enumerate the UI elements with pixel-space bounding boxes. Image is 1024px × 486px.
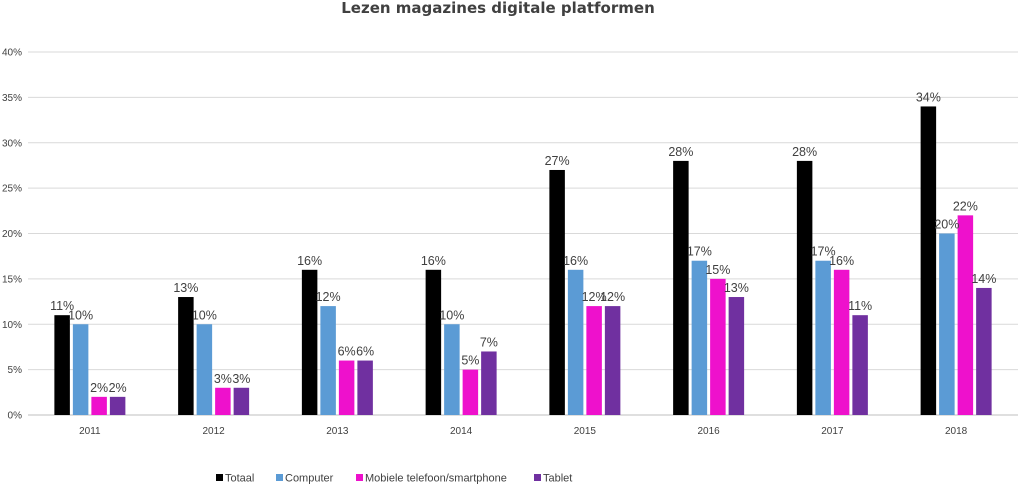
bar-2016-totaal xyxy=(673,160,689,415)
bar-2017-tablet xyxy=(852,315,868,415)
y-tick-label: 15% xyxy=(2,274,22,285)
data-label: 27% xyxy=(545,154,570,168)
data-label: 13% xyxy=(724,281,749,295)
data-label: 17% xyxy=(687,245,712,259)
legend-swatch xyxy=(276,474,283,481)
bar-2013-tablet xyxy=(357,360,373,415)
data-label: 11% xyxy=(50,299,74,313)
bar-2015-mobiele-telefoon-smartphone xyxy=(586,306,602,415)
x-tick-label: 2011 xyxy=(79,426,101,437)
bar-2017-totaal xyxy=(796,160,813,415)
data-label: 28% xyxy=(668,145,693,159)
legend-label: Mobiele telefoon/smartphone xyxy=(365,473,507,485)
bar-2016-computer xyxy=(691,260,708,415)
data-label: 6% xyxy=(338,345,356,359)
bar-2013-mobiele-telefoon-smartphone xyxy=(338,360,355,415)
data-label: 15% xyxy=(705,263,730,277)
data-label: 6% xyxy=(356,345,374,359)
bar-2011-tablet xyxy=(109,396,126,415)
data-label: 28% xyxy=(792,145,817,159)
data-label: 2% xyxy=(109,381,127,395)
bar-2012-computer xyxy=(196,324,213,415)
legend: Totaal Computer Mobiele telefoon/smartphon… xyxy=(216,473,572,485)
bar-2014-computer xyxy=(444,324,460,415)
y-tick-label: 25% xyxy=(2,184,22,195)
bar-2016-tablet xyxy=(728,297,745,415)
legend-swatch xyxy=(534,474,541,481)
bar-2016-mobiele-telefoon-smartphone xyxy=(710,278,726,415)
data-label: 2% xyxy=(90,381,108,395)
x-tick-label: 2013 xyxy=(326,426,349,437)
data-label: 3% xyxy=(232,372,250,386)
data-label: 22% xyxy=(953,199,978,213)
x-tick-label: 2014 xyxy=(450,426,473,437)
data-label: 20% xyxy=(934,218,959,232)
bar-2012-totaal xyxy=(178,297,194,415)
y-tick-label: 5% xyxy=(8,365,23,376)
y-tick-label: 40% xyxy=(2,48,22,59)
data-label: 10% xyxy=(192,308,217,322)
legend-label: Tablet xyxy=(543,473,572,485)
data-label: 34% xyxy=(916,90,941,104)
data-label: 17% xyxy=(811,245,836,259)
data-label: 11% xyxy=(848,299,872,313)
bar-2018-tablet xyxy=(976,287,992,415)
y-tick-label: 35% xyxy=(2,93,22,104)
data-label: 10% xyxy=(68,308,93,322)
chart-title: Lezen magazines digitale platformen xyxy=(341,0,655,17)
bar-2011-mobiele-telefoon-smartphone xyxy=(91,396,107,415)
y-tick-label: 20% xyxy=(2,229,22,240)
legend-label: Computer xyxy=(285,473,334,485)
x-tick-label: 2016 xyxy=(698,426,721,437)
bar-2018-mobiele-telefoon-smartphone xyxy=(957,215,974,415)
bar-2011-totaal xyxy=(54,315,70,415)
data-label: 12% xyxy=(316,290,341,304)
data-label: 3% xyxy=(214,372,232,386)
x-tick-label: 2018 xyxy=(945,426,968,437)
y-axis: 0% 5% 10% 15% 20% 25% 30% 35% 40% xyxy=(2,48,22,422)
bar-2011-computer xyxy=(72,324,89,415)
data-label: 12% xyxy=(582,290,607,304)
bar-2012-tablet xyxy=(233,387,250,415)
gridlines xyxy=(28,51,1018,416)
x-axis: 2011 2012 2013 2014 2015 2016 2017 2018 xyxy=(79,426,968,437)
bar-2015-totaal xyxy=(549,169,565,415)
legend-swatch xyxy=(216,474,223,481)
bar-2015-tablet xyxy=(604,306,621,415)
bar-2017-computer xyxy=(815,260,831,415)
data-labels: 11%10%2% 2%13%10%3% 3%16%12%6% 6%16%10%5%7%… xyxy=(50,90,996,394)
x-tick-label: 2017 xyxy=(821,426,844,437)
bars xyxy=(54,106,992,415)
data-label: 12% xyxy=(600,290,625,304)
bar-2018-computer xyxy=(939,233,955,415)
bar-2018-totaal xyxy=(920,106,937,415)
data-label: 16% xyxy=(297,254,322,268)
data-label: 16% xyxy=(829,254,854,268)
data-label: 16% xyxy=(563,254,588,268)
bar-2012-mobiele-telefoon-smartphone xyxy=(215,387,231,415)
bar-2017-mobiele-telefoon-smartphone xyxy=(833,269,850,415)
data-label: 7% xyxy=(480,335,498,349)
bar-2014-totaal xyxy=(425,269,442,415)
data-label: 10% xyxy=(439,308,464,322)
legend-label: Totaal xyxy=(225,473,254,485)
bar-2015-computer xyxy=(567,269,584,415)
data-label: 16% xyxy=(421,254,446,268)
bar-2013-totaal xyxy=(301,269,318,415)
y-tick-label: 30% xyxy=(2,138,22,149)
x-tick-label: 2015 xyxy=(574,426,597,437)
x-tick-label: 2012 xyxy=(203,426,226,437)
bar-2014-mobiele-telefoon-smartphone xyxy=(462,369,479,415)
y-tick-label: 10% xyxy=(2,320,22,331)
data-label: 14% xyxy=(971,272,996,286)
y-tick-label: 0% xyxy=(8,411,23,422)
legend-swatch xyxy=(356,474,363,481)
data-label: 5% xyxy=(461,354,479,368)
bar-2013-computer xyxy=(320,306,336,415)
bar-2014-tablet xyxy=(481,351,497,415)
data-label: 13% xyxy=(173,281,198,295)
